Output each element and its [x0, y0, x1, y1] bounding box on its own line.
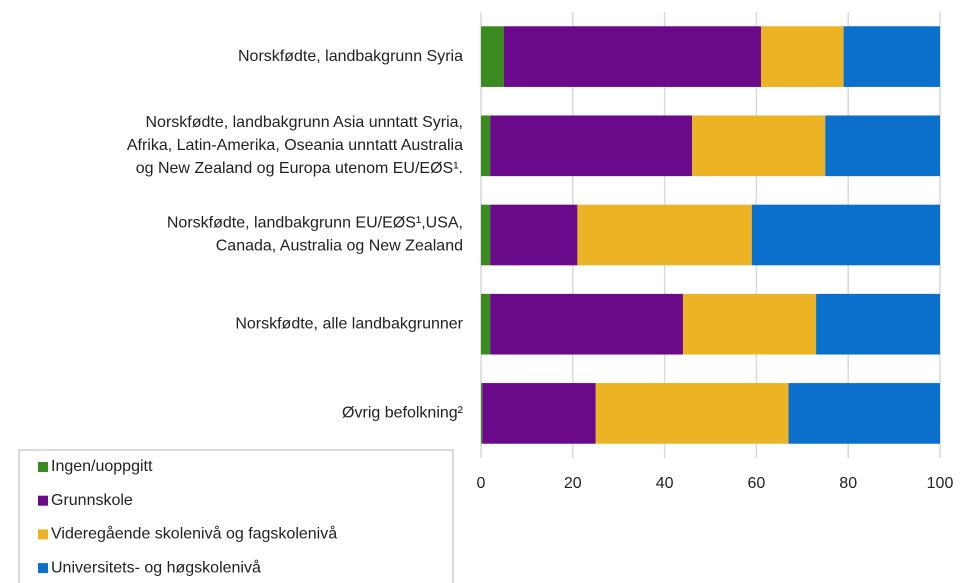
bar-segment: [816, 293, 940, 355]
x-tick-label: 100: [927, 475, 954, 492]
x-tick-label: 0: [477, 475, 486, 492]
y-tick-label: Norskfødte, landbakgrunn Asia unntatt Sy…: [145, 114, 463, 131]
bar-segment: [825, 115, 940, 177]
legend-box: [18, 449, 454, 583]
y-tick-label: Norskfødte, alle landbakgrunner: [235, 315, 463, 332]
y-tick-label: og New Zealand og Europa utenom EU/EØS¹.: [136, 160, 463, 177]
y-tick-label: Afrika, Latin-Amerika, Oseania unntatt A…: [127, 137, 463, 154]
x-tick-label: 40: [656, 475, 674, 492]
legend-swatch: [38, 529, 48, 540]
bar-segment: [577, 204, 752, 266]
legend-label: Videregående skolenivå og fagskolenivå: [51, 525, 337, 543]
bar-segment: [843, 26, 940, 87]
x-tick-label: 80: [839, 475, 857, 492]
legend-label: Universitets- og høgskolenivå: [51, 558, 261, 576]
bar-segment: [481, 383, 483, 444]
bar-segment: [682, 293, 817, 355]
bar-segment: [751, 204, 940, 266]
bar-segment: [482, 383, 596, 444]
bar-segment: [692, 115, 826, 177]
y-tick-label: Norskfødte, landbakgrunn Syria: [238, 48, 463, 65]
bar-segment: [481, 115, 491, 177]
legend-swatch: [38, 495, 48, 506]
bar-segment: [481, 293, 491, 355]
legend-label: Ingen/uoppgitt: [51, 458, 153, 475]
bar-segment: [490, 204, 578, 266]
x-tick-label: 20: [564, 475, 582, 492]
y-tick-label: Øvrig befolkning²: [342, 405, 464, 422]
bar-segment: [490, 293, 683, 355]
y-tick-label: Norskfødte, landbakgrunn EU/EØS¹,USA,: [167, 215, 463, 232]
bar-segment: [760, 26, 844, 87]
legend-swatch: [38, 563, 48, 574]
bar-segment: [490, 115, 693, 177]
legend-swatch: [38, 462, 48, 472]
bar-segment: [481, 204, 491, 266]
bar-segment: [481, 26, 504, 87]
y-tick-label: Canada, Australia og New Zealand: [216, 238, 463, 255]
bar-segment: [788, 383, 940, 444]
bar-segment: [595, 383, 789, 444]
legend-label: Grunnskole: [51, 492, 133, 509]
x-tick-label: 60: [748, 475, 766, 492]
bar-segment: [503, 26, 761, 87]
